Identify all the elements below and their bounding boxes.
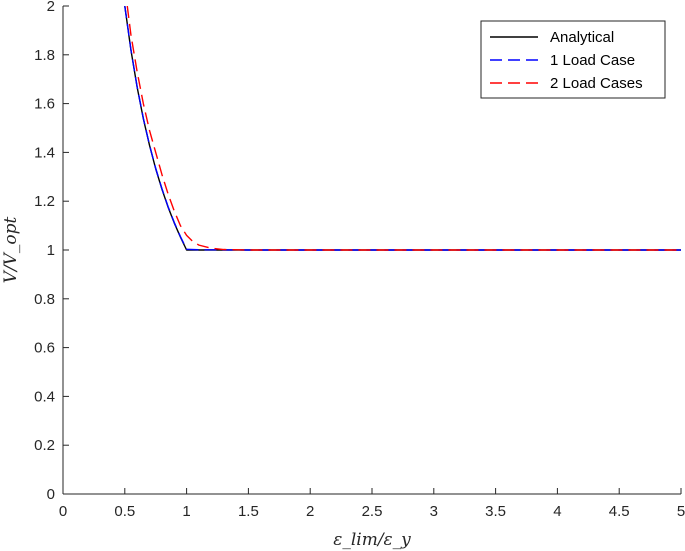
x-tick-label: 4.5 bbox=[609, 503, 630, 520]
legend-entry-label: Analytical bbox=[550, 29, 614, 46]
x-tick-label: 2.5 bbox=[362, 503, 383, 520]
y-tick-label: 1.6 bbox=[34, 96, 55, 113]
x-tick-label: 0 bbox=[59, 503, 67, 520]
x-tick-label: 1.5 bbox=[238, 503, 259, 520]
y-tick-label: 1.8 bbox=[34, 47, 55, 64]
legend-entry-label: 1 Load Case bbox=[550, 52, 635, 69]
y-axis-ticks: 0 0.2 0.4 0.6 0.8 1 1.2 1.4 1.6 1.8 2 bbox=[34, 0, 69, 503]
y-axis-label: V/V_opt bbox=[1, 216, 21, 283]
y-tick-label: 0 bbox=[47, 486, 55, 503]
y-tick-label: 1 bbox=[47, 242, 55, 259]
x-axis-label: ε_lim/ε_y bbox=[333, 530, 411, 550]
y-tick-label: 1.4 bbox=[34, 144, 55, 161]
x-tick-label: 1 bbox=[182, 503, 190, 520]
y-tick-label: 1.2 bbox=[34, 193, 55, 210]
legend: Analytical 1 Load Case 2 Load Cases bbox=[480, 20, 666, 99]
y-tick-label: 0.2 bbox=[34, 437, 55, 454]
y-tick-label: 0.8 bbox=[34, 291, 55, 308]
x-axis-ticks: 0 0.5 1 1.5 2 2.5 3 3.5 4 4.5 5 bbox=[59, 488, 685, 520]
y-tick-label: 0.4 bbox=[34, 388, 55, 405]
legend-entry-label: 2 Load Cases bbox=[550, 75, 643, 92]
x-tick-label: 2 bbox=[306, 503, 314, 520]
y-tick-label: 2 bbox=[47, 0, 55, 15]
y-tick-label: 0.6 bbox=[34, 340, 55, 357]
x-tick-label: 0.5 bbox=[114, 503, 135, 520]
x-tick-label: 3 bbox=[430, 503, 438, 520]
x-tick-label: 3.5 bbox=[485, 503, 506, 520]
x-tick-label: 4 bbox=[553, 503, 561, 520]
series-layer bbox=[124, 6, 681, 251]
x-tick-label: 5 bbox=[677, 503, 685, 520]
